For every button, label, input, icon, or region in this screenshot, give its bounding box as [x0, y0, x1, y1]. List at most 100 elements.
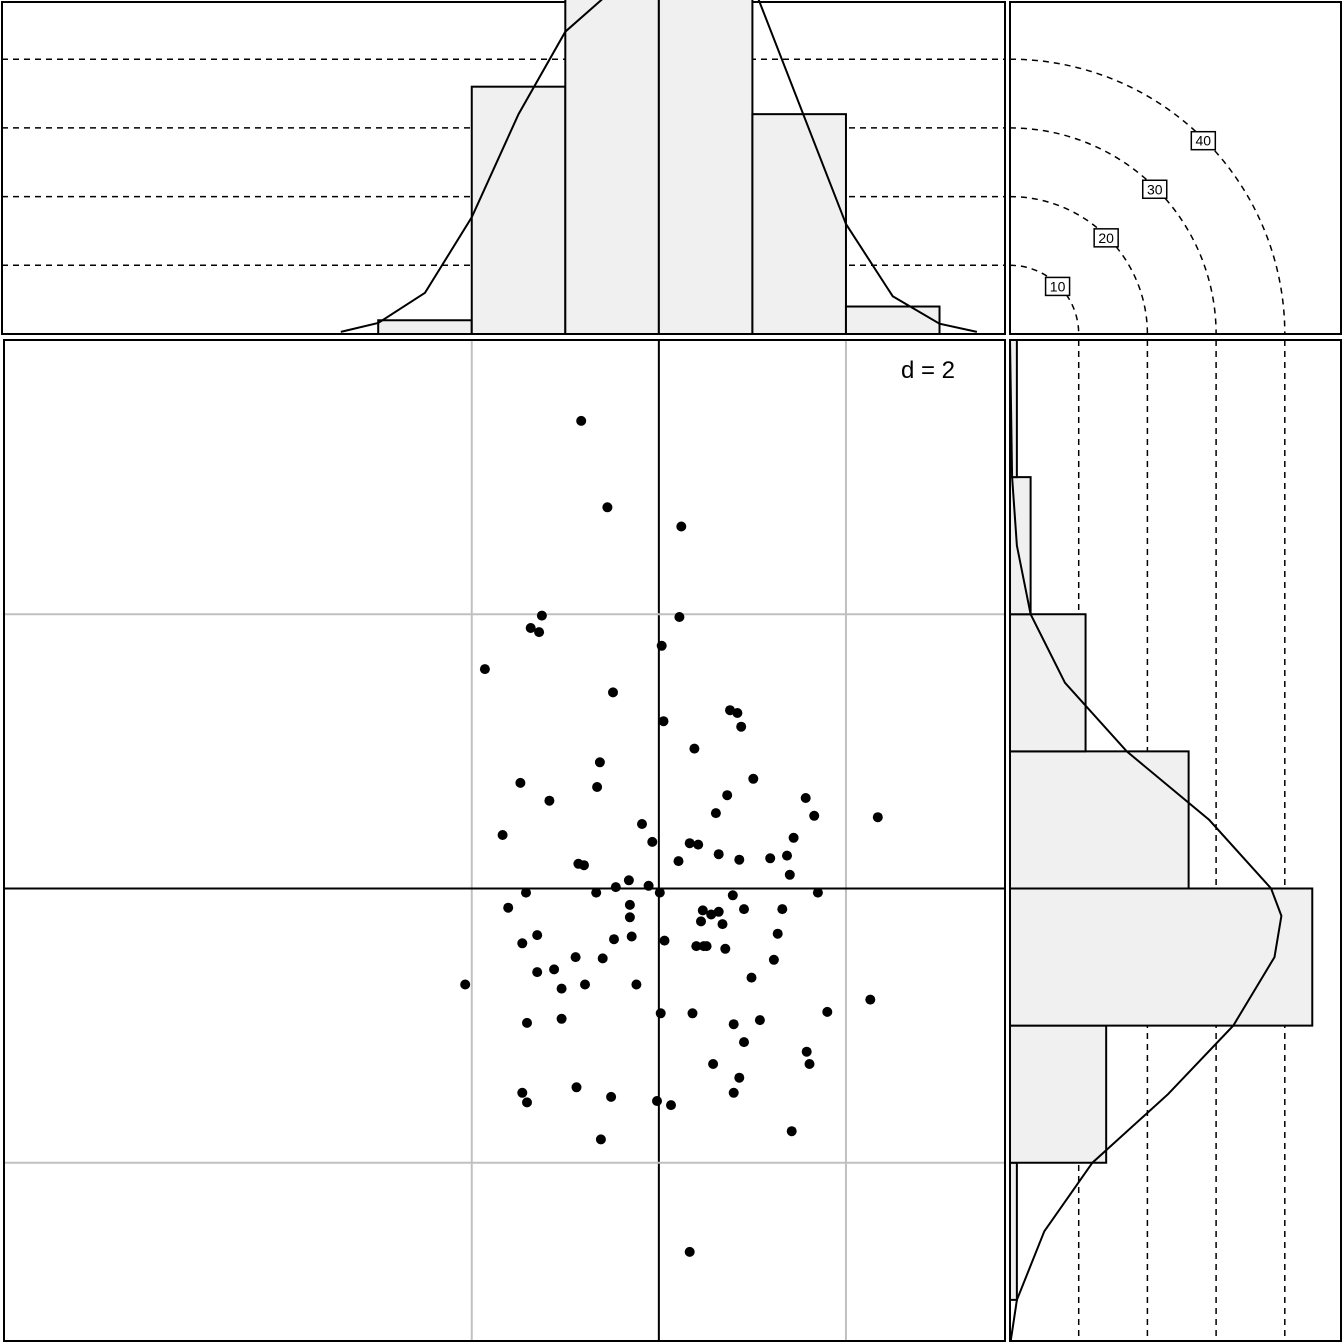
point-80: [822, 1006, 833, 1017]
corner-reference-panel: 10 20 30 40: [1009, 1, 1342, 335]
top-hist-bar-1: [470, 85, 567, 336]
scatter-panel: [3, 339, 1006, 1342]
point-86: [801, 1046, 812, 1057]
point-21: [710, 808, 721, 819]
point-17: [592, 782, 603, 792]
point-76: [460, 979, 471, 990]
point-94: [652, 1096, 662, 1106]
point-69: [768, 954, 779, 965]
point-60: [626, 931, 637, 942]
point-9: [608, 687, 618, 698]
point-96: [728, 1087, 739, 1098]
point-6: [674, 612, 685, 622]
point-31: [800, 793, 811, 803]
corner-label-1: 20: [1098, 230, 1114, 246]
point-42: [521, 887, 531, 898]
right-hist-bar-0: [1009, 1161, 1018, 1301]
corner-label-box-2: [1141, 179, 1168, 200]
point-39: [623, 875, 634, 886]
point-93: [606, 1091, 617, 1102]
top-density-curve: [340, 0, 978, 333]
corner-arc-2: [1009, 127, 1217, 335]
top-hist-bar-3: [657, 0, 754, 335]
point-33: [788, 832, 799, 843]
point-84: [754, 1015, 765, 1026]
point-64: [701, 941, 712, 952]
point-83: [728, 1019, 739, 1030]
point-38: [673, 856, 684, 867]
point-55: [713, 906, 724, 917]
point-5: [534, 627, 545, 638]
corner-label-3: 40: [1196, 133, 1212, 149]
point-81: [522, 1017, 532, 1028]
point-56: [717, 919, 728, 930]
corner-label-0: 10: [1050, 278, 1066, 294]
scale-label: d = 2: [901, 357, 955, 384]
right-hist-bar-1: [1009, 1024, 1108, 1164]
point-72: [556, 983, 567, 994]
point-78: [655, 1008, 666, 1019]
point-46: [727, 890, 738, 901]
point-90: [571, 1082, 582, 1093]
point-41: [591, 887, 602, 898]
top-histogram-panel: [1, 0, 1006, 336]
point-32: [809, 810, 820, 821]
corner-label-box-3: [1190, 130, 1217, 151]
point-50: [624, 899, 635, 910]
point-7: [656, 640, 667, 651]
corner-label-2: 30: [1147, 181, 1163, 197]
point-89: [734, 1072, 745, 1083]
point-16: [515, 777, 526, 788]
point-24: [647, 836, 658, 847]
right-hist-bar-6: [1009, 339, 1018, 479]
point-13: [732, 708, 743, 718]
point-70: [532, 967, 543, 978]
point-20: [722, 790, 733, 801]
corner-arc-0: [1009, 264, 1080, 335]
point-0: [576, 415, 587, 426]
point-18: [544, 795, 555, 806]
point-95: [666, 1100, 676, 1111]
corner-arc-1: [1009, 195, 1149, 335]
point-61: [659, 935, 670, 946]
point-37: [579, 860, 589, 871]
point-53: [706, 909, 717, 920]
point-59: [609, 934, 619, 945]
point-49: [777, 904, 788, 915]
point-29: [765, 853, 776, 864]
top-hist-bar-0: [377, 319, 473, 336]
right-density-curve: [1009, 339, 1283, 1342]
point-26: [693, 839, 704, 850]
right-hist-bar-4: [1009, 613, 1087, 753]
point-22: [497, 830, 508, 840]
point-40: [610, 882, 621, 893]
point-57: [532, 930, 543, 941]
point-15: [594, 757, 605, 768]
point-87: [804, 1059, 815, 1069]
point-11: [689, 743, 700, 754]
point-4: [525, 623, 536, 633]
point-97: [786, 1126, 797, 1137]
point-51: [624, 912, 635, 923]
point-30: [872, 812, 883, 823]
corner-arc-3: [1009, 58, 1286, 335]
point-28: [734, 854, 745, 865]
point-1: [602, 502, 613, 513]
scatter-panel-frame: [3, 339, 1006, 1342]
point-2: [676, 521, 687, 532]
top-hist-bar-2: [564, 0, 660, 335]
point-74: [631, 979, 642, 990]
point-35: [784, 869, 795, 880]
point-98: [595, 1134, 606, 1145]
corner-label-box-1: [1093, 228, 1119, 248]
point-43: [503, 902, 514, 913]
corner-panel-frame: [1009, 1, 1342, 335]
point-58: [517, 938, 528, 949]
top-hist-bar-5: [844, 305, 941, 335]
point-10: [658, 716, 669, 727]
point-71: [549, 964, 560, 975]
point-73: [580, 979, 590, 990]
point-45: [654, 887, 665, 898]
point-92: [522, 1097, 532, 1108]
